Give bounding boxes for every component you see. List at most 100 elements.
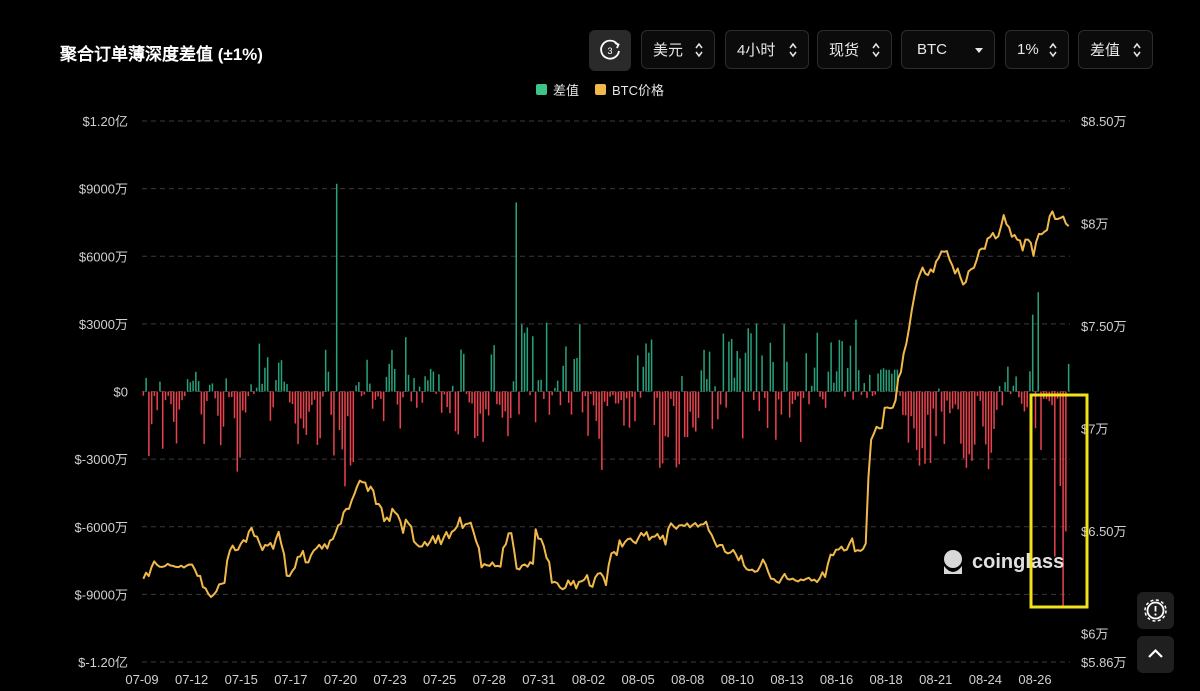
alert-settings-button[interactable] (1137, 592, 1174, 629)
legend-swatch (535, 84, 547, 95)
diff-bar (971, 391, 973, 461)
diff-bar (485, 391, 487, 410)
diff-bar (670, 391, 672, 399)
diff-bar (736, 351, 738, 392)
y-left-tick-label: $0 (114, 385, 128, 400)
diff-bar (324, 349, 327, 392)
diff-bar (192, 380, 194, 392)
diff-bar (728, 341, 730, 392)
y-right-tick-label: $6万 (1081, 626, 1108, 641)
diff-bar (758, 391, 761, 412)
highlight-box (1029, 393, 1089, 609)
diff-bar (648, 352, 650, 392)
diff-bar (211, 383, 214, 392)
diff-bar (526, 327, 529, 392)
diff-bar (835, 371, 838, 392)
currency-select[interactable]: 美元 (641, 30, 715, 69)
refresh-badge: 3 (607, 46, 612, 56)
diff-bar (275, 380, 277, 392)
diff-bar (537, 380, 540, 392)
diff-bar (344, 391, 346, 487)
diff-bar (258, 343, 261, 392)
diff-bar (451, 385, 454, 392)
diff-bar (161, 391, 164, 449)
diff-bar (440, 391, 443, 413)
metric-select[interactable]: 差值 (1078, 30, 1153, 69)
diff-bar (612, 391, 614, 396)
diff-bar (587, 391, 589, 436)
market-select[interactable]: 现货 (817, 30, 892, 69)
diff-bar (667, 391, 669, 438)
diff-bar (874, 391, 877, 395)
diff-bar (487, 391, 490, 416)
diff-bar (650, 339, 653, 392)
diff-bar (833, 382, 835, 392)
diff-bar (907, 391, 910, 443)
diff-bar (976, 391, 979, 396)
diff-bar (576, 357, 578, 392)
diff-bar (385, 376, 388, 392)
legend-item-diff[interactable]: 差值 (535, 80, 579, 99)
diff-bar (938, 388, 940, 392)
diff-bar (634, 391, 636, 422)
diff-bar (184, 391, 186, 397)
diff-bar (777, 391, 780, 400)
range-select[interactable]: 1% (1005, 30, 1069, 69)
diff-bar (1067, 363, 1070, 392)
diff-bar (446, 391, 448, 408)
diff-bar (170, 391, 172, 405)
diff-bar (962, 391, 965, 459)
diff-bar (512, 381, 515, 392)
interval-select[interactable]: 4小时 (725, 30, 809, 69)
diff-bar (225, 378, 227, 392)
diff-bar (360, 391, 363, 397)
legend-item-price[interactable]: BTC价格 (595, 80, 664, 99)
diff-bar (554, 387, 556, 392)
chevron-up-icon (1148, 648, 1163, 658)
x-tick-label: 08-16 (820, 672, 853, 687)
diff-bar (316, 391, 319, 445)
diff-bar (711, 391, 714, 429)
diff-bar (860, 391, 863, 395)
range-label: 1% (1017, 41, 1039, 58)
diff-bar (1037, 292, 1039, 392)
diff-bar (675, 391, 678, 468)
diff-bar (595, 391, 598, 421)
diff-bar (405, 337, 407, 392)
diff-bar (562, 365, 564, 392)
diff-bar (352, 391, 355, 463)
chart-legend: 差值 BTC价格 (0, 80, 1200, 99)
diff-bar (509, 391, 512, 419)
scroll-top-button[interactable] (1137, 636, 1174, 673)
symbol-select[interactable]: BTC (901, 30, 995, 69)
y-left-tick-labels: $1.20亿 $9000万 $6000万 $3000万 $0 $-3000万 $-6000万… (75, 114, 128, 670)
diff-bar (695, 391, 697, 432)
diff-bar (496, 391, 498, 405)
x-tick-label: 08-18 (870, 672, 903, 687)
y-right-tick-label: $8万 (1081, 216, 1108, 231)
diff-bar (197, 381, 200, 392)
diff-bar (548, 391, 551, 415)
diff-bar (476, 391, 479, 436)
diff-bar (816, 332, 819, 392)
diff-bar (761, 355, 763, 392)
diff-bar (460, 349, 462, 392)
diff-bar (949, 391, 951, 414)
diff-bar (463, 353, 465, 392)
diff-bar (286, 384, 288, 392)
diff-bar (333, 391, 335, 456)
diff-bar (921, 391, 923, 449)
diff-bar (507, 391, 509, 437)
diff-bar (672, 391, 675, 407)
diff-bar (482, 391, 484, 442)
diff-bar (824, 391, 827, 408)
refresh-button[interactable]: 3 (589, 30, 631, 71)
diff-bar (327, 371, 330, 392)
diff-bar (573, 358, 575, 392)
diff-bar (280, 360, 283, 392)
diff-bar (371, 391, 374, 409)
diff-bar (253, 391, 255, 394)
diff-bar (529, 391, 531, 396)
diff-bar (1001, 391, 1004, 406)
diff-bar (739, 358, 741, 392)
